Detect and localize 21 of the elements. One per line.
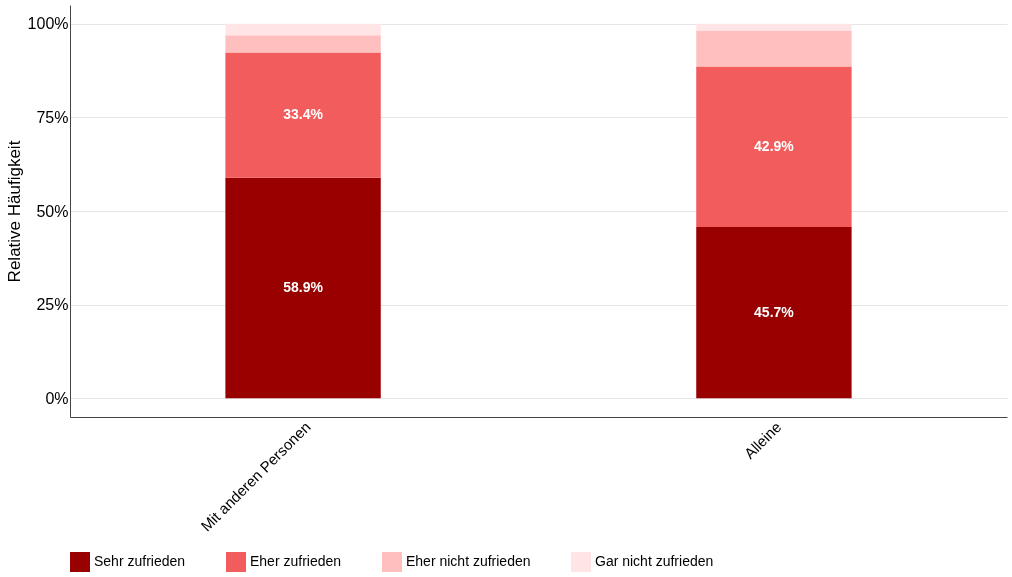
data-label: 45.7% <box>754 303 795 320</box>
bar <box>225 52 381 178</box>
bar <box>696 227 852 399</box>
y-tick-label: 100% <box>27 15 69 33</box>
y-tick-label: 25% <box>36 296 69 314</box>
y-tick-label: 0% <box>45 389 69 407</box>
bar <box>225 35 381 53</box>
y-axis-title: Relative Häufigkeit <box>4 140 24 283</box>
bar <box>225 23 381 36</box>
legend-label: Eher zufrieden <box>250 553 342 569</box>
y-tick-label: 50% <box>36 202 69 220</box>
bar <box>696 66 852 228</box>
data-label: 33.4% <box>283 106 324 123</box>
legend-label: Gar nicht zufrieden <box>595 553 714 569</box>
y-tick-label: 75% <box>36 108 69 126</box>
bar <box>696 30 852 67</box>
legend-label: Sehr zufrieden <box>94 553 186 569</box>
data-label: 58.9% <box>283 278 324 295</box>
bar <box>225 177 381 399</box>
data-label: 42.9% <box>754 137 795 154</box>
legend-label: Eher nicht zufrieden <box>406 553 531 569</box>
